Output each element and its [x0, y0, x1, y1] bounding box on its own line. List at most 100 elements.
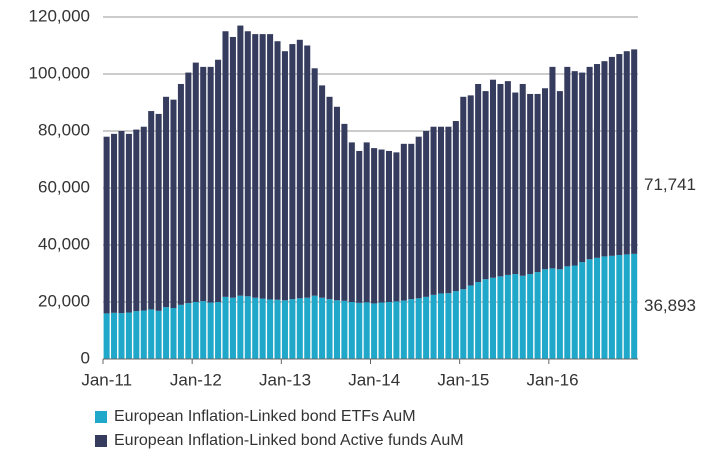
bar-segment [489, 79, 497, 278]
bar-segment [616, 254, 623, 359]
bar-segment [177, 83, 184, 305]
bar-segment [229, 36, 236, 298]
bar-segment [601, 61, 608, 257]
bar-segment [371, 303, 378, 359]
bar-segment [237, 295, 244, 359]
y-tick-label: 20,000 [38, 291, 90, 310]
value-label: 36,893 [644, 296, 696, 315]
bar-segment [252, 297, 259, 359]
bar-segment [111, 312, 118, 359]
bar-segment [333, 106, 340, 301]
bar-segment [549, 66, 556, 269]
bar-segment [623, 254, 630, 359]
bar-segment [527, 93, 534, 275]
bar-segment [311, 295, 318, 359]
bar-segment [564, 66, 571, 267]
bar-segment [445, 126, 452, 294]
bar-segment [259, 298, 266, 359]
x-tick-label: Jan-15 [437, 370, 489, 389]
bar-segment [111, 133, 118, 313]
bar-segment [430, 294, 437, 359]
legend: European Inflation-Linked bond ETFs AuM E… [95, 408, 464, 449]
bar-segment [371, 148, 378, 304]
bar-segment [445, 293, 452, 359]
bar-segment [333, 300, 340, 359]
bar-segment [289, 299, 296, 359]
bar-segment [579, 262, 586, 359]
bar-segment [564, 266, 571, 359]
x-tick-label: Jan-14 [348, 370, 400, 389]
bar-segment [475, 282, 482, 359]
bar-segment [125, 312, 132, 359]
bar-segment [534, 93, 541, 273]
bar-segment [177, 304, 184, 359]
bar-segment [326, 299, 333, 359]
bar-segment [140, 310, 147, 359]
bar-segment [356, 150, 363, 303]
bar-segment [289, 44, 296, 300]
bar-segment [341, 123, 348, 301]
x-tick-label: Jan-11 [81, 370, 132, 389]
bar-segment [200, 66, 207, 302]
y-tick-label: 60,000 [38, 177, 90, 196]
bar-segment [631, 253, 638, 359]
bar-segment [133, 129, 140, 312]
bar-segment [623, 51, 630, 255]
bar-segment [118, 313, 125, 359]
bar-segment [393, 301, 400, 359]
bar-segment [504, 81, 511, 275]
bar-segment [586, 259, 593, 359]
bar-segment [296, 39, 303, 299]
bar-segment [497, 276, 504, 359]
bar-segment [304, 297, 311, 359]
bar-segment [215, 302, 222, 359]
bar-segment [400, 300, 407, 359]
bar-segment [200, 301, 207, 359]
bar-segment [237, 25, 244, 296]
bar-segment [556, 91, 563, 270]
bar-segment [252, 34, 259, 298]
bar-segment [512, 274, 519, 359]
bar-segment [259, 34, 266, 299]
bar-segment [504, 274, 511, 359]
bar-segment [519, 275, 526, 359]
bar-segment [460, 289, 467, 359]
legend-label: European Inflation-Linked bond Active fu… [114, 432, 464, 449]
bar-segment [497, 83, 504, 277]
bar-segment [586, 66, 593, 260]
legend-swatch [95, 435, 107, 447]
y-tick-label: 100,000 [29, 63, 90, 82]
bar-segment [363, 302, 370, 359]
bar-segment [148, 111, 155, 310]
bar-segment [452, 121, 459, 292]
bar-segment [549, 268, 556, 359]
bar-segment [415, 136, 422, 299]
bar-segment [579, 72, 586, 263]
bar-segment [133, 311, 140, 359]
bar-segment [608, 255, 615, 359]
bar-segment [467, 285, 474, 359]
bar-segment [185, 303, 192, 359]
bar-segment [408, 143, 415, 300]
bar-segment [437, 293, 445, 359]
bar-segment [155, 310, 162, 359]
bar-segment [378, 302, 385, 359]
x-tick-label: Jan-13 [259, 370, 311, 389]
bar-segment [244, 296, 251, 359]
bar-segment [185, 72, 192, 304]
bar-segment [267, 34, 274, 300]
bar-segment [148, 309, 155, 359]
bar-segment [163, 307, 170, 359]
bar-segment [356, 302, 363, 359]
bar-segment [140, 126, 147, 311]
x-tick-label: Jan-16 [527, 370, 579, 389]
bar-segment [393, 152, 400, 302]
bar-segment [348, 142, 355, 302]
bar-segment [452, 291, 459, 359]
bar-segment [601, 256, 608, 359]
bar-segment [556, 269, 563, 359]
bar-segment [423, 296, 430, 359]
bar-segment [103, 313, 110, 359]
y-tick-label: 40,000 [38, 234, 90, 253]
